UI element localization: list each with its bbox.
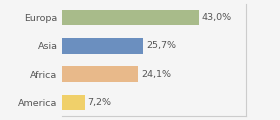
Text: 24,1%: 24,1% <box>141 70 171 79</box>
Bar <box>62 38 143 54</box>
Bar <box>62 95 85 110</box>
Bar <box>62 10 199 25</box>
Text: 43,0%: 43,0% <box>201 13 231 22</box>
Text: 7,2%: 7,2% <box>87 98 111 107</box>
Bar <box>62 66 138 82</box>
Text: 25,7%: 25,7% <box>146 41 176 50</box>
